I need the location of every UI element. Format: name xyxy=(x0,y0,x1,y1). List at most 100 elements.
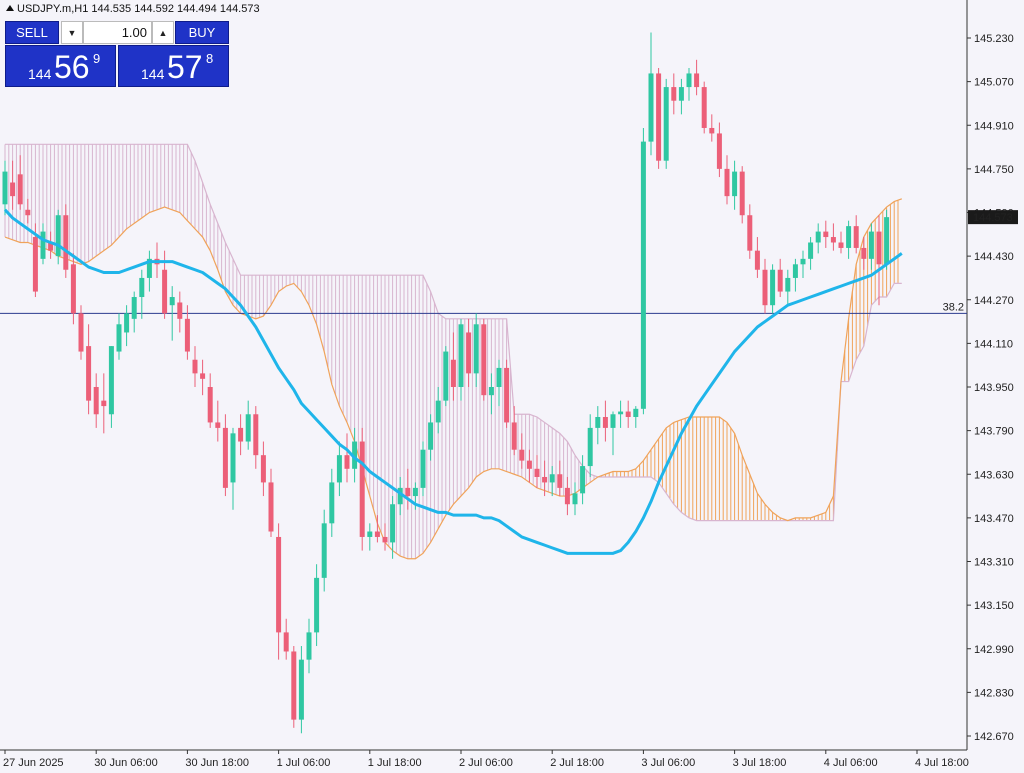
candle-body xyxy=(534,468,540,477)
candle-body xyxy=(602,416,608,428)
candle-body xyxy=(397,487,403,505)
moving-average-line xyxy=(3,208,903,555)
candle xyxy=(420,441,426,497)
candle-body xyxy=(420,449,426,488)
candle xyxy=(618,400,624,428)
candle-body xyxy=(868,231,874,259)
candle xyxy=(405,468,411,510)
candle-body xyxy=(701,87,707,128)
candle-body xyxy=(177,302,183,319)
x-tick-label: 30 Jun 06:00 xyxy=(94,757,158,769)
candle xyxy=(686,67,692,101)
candle xyxy=(511,406,517,456)
candle xyxy=(245,400,251,450)
candle xyxy=(215,400,221,442)
candle-body xyxy=(116,324,122,352)
candle xyxy=(709,114,715,142)
y-tick-label: 142.670 xyxy=(974,731,1014,743)
candle xyxy=(390,496,396,559)
candle-body xyxy=(853,226,859,248)
fibo-level-label: 38.2 xyxy=(943,301,964,313)
buy-button[interactable]: BUY xyxy=(175,21,229,44)
candle-body xyxy=(101,400,107,407)
candle-body xyxy=(253,414,259,456)
candle-body xyxy=(63,215,69,270)
buy-price-pips: 57 xyxy=(167,49,203,85)
candle xyxy=(458,318,464,401)
candle-body xyxy=(2,171,8,205)
y-tick-label: 143.790 xyxy=(974,426,1014,438)
x-tick-label: 27 Jun 2025 xyxy=(3,757,64,769)
candle xyxy=(549,466,555,497)
candle xyxy=(450,332,456,401)
candle xyxy=(694,59,700,96)
y-tick-label: 143.150 xyxy=(974,600,1014,612)
candle-body xyxy=(222,427,228,488)
candle-body xyxy=(10,182,16,197)
x-tick-label: 4 Jul 18:00 xyxy=(915,757,969,769)
candle xyxy=(177,291,183,333)
candle xyxy=(329,468,335,537)
candle xyxy=(861,237,867,270)
candle-body xyxy=(169,297,175,306)
candle-body xyxy=(86,346,92,401)
candle-body xyxy=(268,482,274,532)
candle xyxy=(838,231,844,254)
y-tick-label: 143.630 xyxy=(974,469,1014,481)
candle-body xyxy=(754,250,760,270)
candle xyxy=(625,400,631,428)
candle xyxy=(25,198,31,224)
candle-body xyxy=(504,367,510,423)
candle xyxy=(648,32,654,156)
lot-increase-button[interactable]: ▲ xyxy=(152,21,174,44)
candle-body xyxy=(663,87,669,161)
candle xyxy=(108,346,114,428)
lot-decrease-button[interactable]: ▼ xyxy=(61,21,83,44)
candle-body xyxy=(709,127,715,134)
candle-body xyxy=(724,168,730,197)
candle-body xyxy=(580,466,586,494)
buy-price-button[interactable]: 144 57 8 xyxy=(118,45,229,87)
candle-body xyxy=(245,414,251,442)
candle-body xyxy=(238,427,244,442)
candle-body xyxy=(32,237,38,292)
candle xyxy=(260,441,266,497)
candle-body xyxy=(276,536,282,633)
candle-body xyxy=(618,411,624,415)
y-tick-label: 144.270 xyxy=(974,295,1014,307)
y-tick-label: 143.470 xyxy=(974,513,1014,525)
candle xyxy=(314,564,320,647)
candle-body xyxy=(671,87,677,101)
candle-body xyxy=(876,231,882,265)
candle xyxy=(572,482,578,516)
candle-body xyxy=(352,441,358,469)
candle xyxy=(496,359,502,407)
sell-price-button[interactable]: 144 56 9 xyxy=(5,45,116,87)
candle xyxy=(800,250,806,278)
y-tick-label: 144.430 xyxy=(974,251,1014,263)
candle xyxy=(222,414,228,497)
sell-price-prefix: 144 xyxy=(28,66,52,82)
candle xyxy=(678,78,684,115)
triangle-up-icon xyxy=(6,5,14,11)
candle xyxy=(504,359,510,428)
lot-size-input[interactable]: 1.00 xyxy=(83,21,152,44)
candle xyxy=(557,460,563,497)
candle-body xyxy=(367,531,373,537)
current-price-box xyxy=(968,210,1018,225)
candle-body xyxy=(306,632,312,660)
candle-body xyxy=(633,408,639,417)
candle-body xyxy=(200,373,206,379)
candle xyxy=(587,414,593,477)
buy-price-fraction: 8 xyxy=(206,51,214,66)
sell-button[interactable]: SELL xyxy=(5,21,59,44)
candle-body xyxy=(48,242,54,251)
candle-body xyxy=(808,242,814,259)
candle xyxy=(291,646,297,728)
candle xyxy=(336,441,342,497)
candle xyxy=(640,127,646,415)
candle xyxy=(481,318,487,401)
candle-body xyxy=(648,73,654,142)
senkou-span-b-line xyxy=(5,143,902,522)
